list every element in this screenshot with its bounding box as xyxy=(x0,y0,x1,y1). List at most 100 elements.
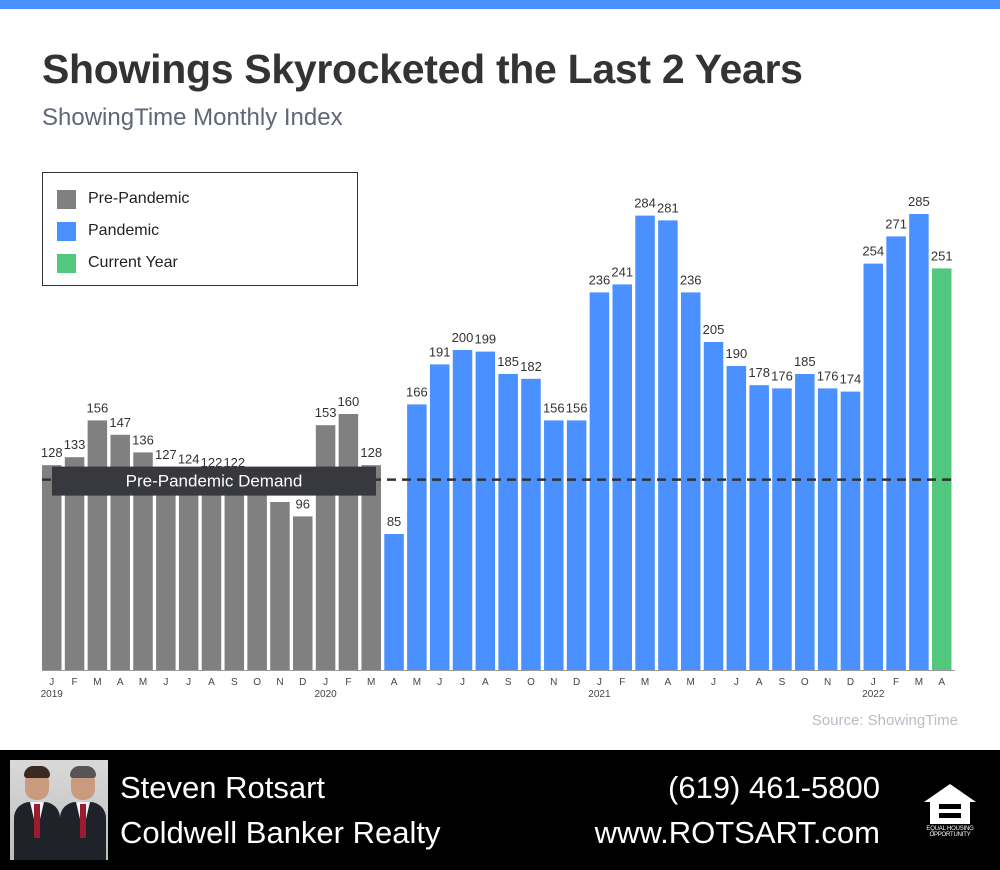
x-tick-label: A xyxy=(665,677,672,688)
x-tick-label: J xyxy=(323,677,328,688)
x-tick-label: J xyxy=(186,677,191,688)
x-year-label: 2021 xyxy=(588,689,611,700)
bar xyxy=(658,220,678,670)
agent-figure-right xyxy=(60,764,106,860)
legend-label-pandemic: Pandemic xyxy=(88,222,160,239)
bar-value-label: 156 xyxy=(566,400,588,415)
bar xyxy=(293,516,313,670)
x-tick-label: J xyxy=(437,677,442,688)
bar xyxy=(680,292,701,670)
x-tick-label: D xyxy=(299,677,306,688)
x-tick-label: J xyxy=(163,677,168,688)
x-tick-label: M xyxy=(139,677,147,688)
equal-housing-icon xyxy=(924,784,976,824)
x-tick-label: F xyxy=(345,677,351,688)
bar-value-label: 96 xyxy=(296,496,310,511)
bar xyxy=(726,366,747,670)
x-tick-label: O xyxy=(801,677,809,688)
bar-value-label: 133 xyxy=(64,437,86,452)
x-year-label: 2022 xyxy=(862,689,885,700)
x-tick-label: J xyxy=(871,677,876,688)
chart-legend: Pre-Pandemic Pandemic Current Year xyxy=(42,172,358,286)
bar xyxy=(247,481,267,670)
bar xyxy=(498,374,518,670)
bar-value-label: 241 xyxy=(611,264,633,279)
bar-value-label: 122 xyxy=(201,455,223,470)
bar-value-label: 176 xyxy=(771,368,793,383)
x-tick-label: N xyxy=(276,677,283,688)
bar-value-label: 185 xyxy=(794,354,816,369)
footer-bar: Steven Rotsart Coldwell Banker Realty (6… xyxy=(0,750,1000,870)
x-tick-label: D xyxy=(573,677,580,688)
bar-value-label: 200 xyxy=(452,330,474,345)
bar xyxy=(87,420,108,670)
bar-value-label: 127 xyxy=(155,447,177,462)
legend-label-current-year: Current Year xyxy=(88,254,178,271)
bar-value-label: 285 xyxy=(908,194,930,209)
website-link[interactable]: www.ROTSART.com xyxy=(594,815,880,850)
reference-line-label: Pre-Pandemic Demand xyxy=(126,472,303,491)
bar xyxy=(407,404,427,670)
bar xyxy=(840,391,861,670)
x-tick-label: A xyxy=(938,677,945,688)
agent-photo xyxy=(10,760,108,860)
x-tick-label: S xyxy=(779,677,786,688)
legend-item-current-year: Current Year xyxy=(57,253,178,273)
bar xyxy=(178,471,199,670)
x-tick-label: A xyxy=(117,677,124,688)
bar xyxy=(224,474,245,670)
x-tick-label: M xyxy=(641,677,649,688)
bar-value-label: 156 xyxy=(543,400,565,415)
bar-value-label: 185 xyxy=(497,354,519,369)
x-tick-label: F xyxy=(893,677,899,688)
bar-value-label: 284 xyxy=(634,196,656,211)
x-tick-label: D xyxy=(847,677,854,688)
bar-value-label: 136 xyxy=(132,432,154,447)
bar xyxy=(863,263,884,670)
bar-value-label: 271 xyxy=(885,216,907,231)
equal-housing-badge: EQUAL HOUSING OPPORTUNITY xyxy=(920,782,980,840)
x-tick-label: M xyxy=(367,677,375,688)
bar-value-label: 176 xyxy=(817,368,839,383)
bar xyxy=(270,502,290,670)
x-tick-label: O xyxy=(253,677,261,688)
bar-value-label: 128 xyxy=(41,445,63,460)
bar-value-label: 122 xyxy=(223,455,245,470)
x-tick-label: N xyxy=(824,677,831,688)
x-tick-label: M xyxy=(915,677,923,688)
company-name: Coldwell Banker Realty xyxy=(120,815,441,850)
bar-value-label: 236 xyxy=(589,272,611,287)
bar-value-label: 156 xyxy=(87,400,109,415)
legend-item-pre-pandemic: Pre-Pandemic xyxy=(57,189,189,209)
bar-value-label: 128 xyxy=(360,445,382,460)
reference-label-box xyxy=(52,466,376,496)
chart-title: Showings Skyrocketed the Last 2 Years xyxy=(42,46,803,92)
x-tick-label: J xyxy=(460,677,465,688)
x-tick-label: A xyxy=(391,677,398,688)
bar xyxy=(772,388,792,670)
bar xyxy=(429,364,450,670)
bar-value-label: 236 xyxy=(680,272,702,287)
x-year-label: 2020 xyxy=(314,689,337,700)
source-note: Source: ShowingTime xyxy=(811,712,958,729)
x-tick-label: O xyxy=(527,677,535,688)
bar xyxy=(361,465,381,670)
bar xyxy=(544,420,564,670)
chart-subtitle: ShowingTime Monthly Index xyxy=(42,104,343,131)
bar-value-label: 182 xyxy=(520,359,542,374)
bar xyxy=(384,534,404,670)
bar xyxy=(589,292,610,670)
bar xyxy=(452,350,473,670)
phone-number[interactable]: (619) 461-5800 xyxy=(668,770,880,805)
legend-swatch-pandemic xyxy=(57,221,76,241)
x-tick-label: N xyxy=(550,677,557,688)
bar-value-label: 191 xyxy=(429,344,451,359)
bar-value-label: 85 xyxy=(387,514,401,529)
x-tick-label: A xyxy=(756,677,763,688)
bar xyxy=(612,284,632,670)
bar xyxy=(42,465,62,670)
agent-name: Steven Rotsart xyxy=(120,770,326,805)
x-tick-label: A xyxy=(208,677,215,688)
x-tick-label: J xyxy=(711,677,716,688)
bar-value-label: 153 xyxy=(315,405,337,420)
